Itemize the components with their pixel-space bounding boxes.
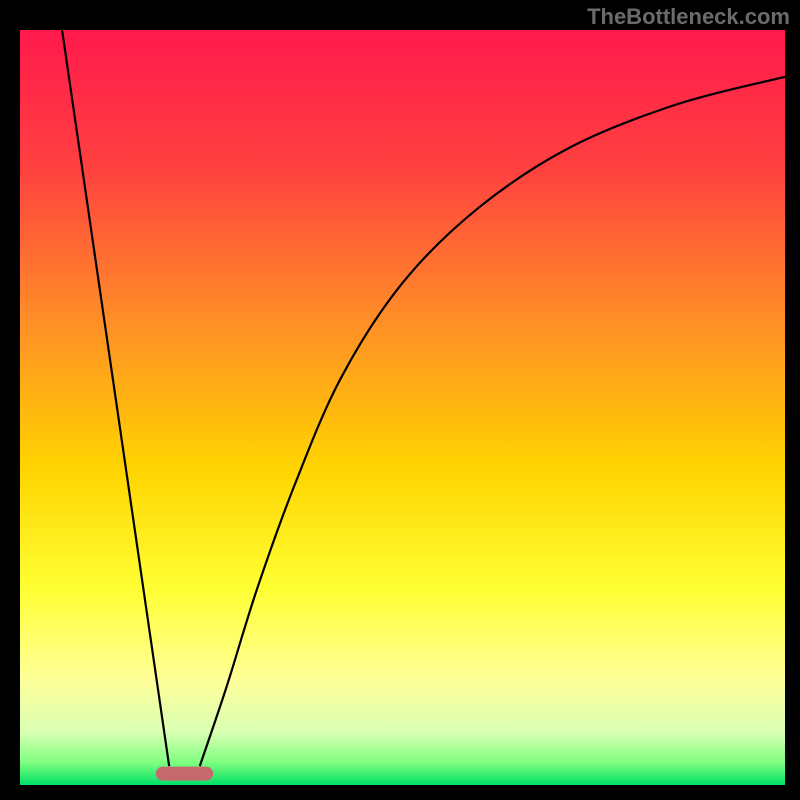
bottleneck-marker (156, 767, 213, 781)
attribution-text: TheBottleneck.com (587, 4, 790, 30)
chart-background (20, 30, 785, 785)
bottleneck-chart (0, 0, 800, 800)
